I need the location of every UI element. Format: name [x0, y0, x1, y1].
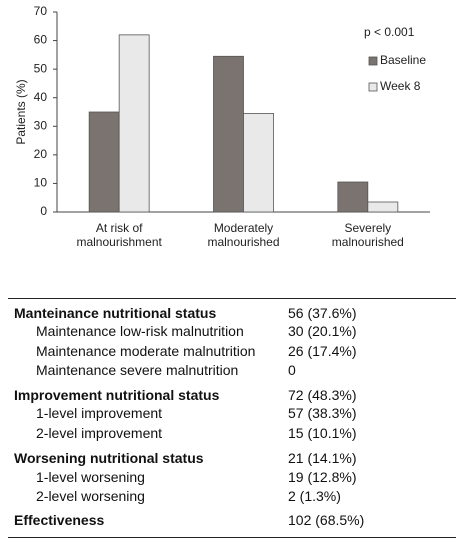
y-tick-label: 30: [34, 118, 48, 132]
section-label: Effectiveness: [14, 512, 105, 528]
annotation: p < 0.001: [364, 25, 415, 39]
table: Manteinance nutritional status 56 (37.6%)…: [8, 298, 456, 538]
value: 21 (14.1%): [288, 450, 357, 466]
bar: [337, 181, 369, 213]
value: 15 (10.1%): [288, 425, 357, 441]
y-tick-label: 20: [34, 147, 48, 161]
value: 30 (20.1%): [288, 323, 357, 339]
section-label: Improvement nutritional status: [14, 387, 220, 403]
item-label: 2-level worsening: [36, 488, 145, 504]
y-tick-label: 50: [34, 61, 48, 75]
bar: [88, 111, 120, 213]
bar: [243, 113, 274, 213]
item-label: 1-level improvement: [36, 405, 163, 421]
bar: [367, 201, 399, 213]
legend-label: Week 8: [380, 79, 421, 93]
value: 0: [288, 362, 296, 378]
item-label: Maintenance severe malnutrition: [36, 362, 239, 378]
value: 57 (38.3%): [288, 405, 357, 421]
value: 56 (37.6%): [288, 305, 357, 321]
x-tick-label: Moderately malnourished: [207, 221, 280, 249]
y-tick-label: 10: [34, 176, 48, 190]
y-tick-label: 0: [40, 204, 47, 218]
value: 102 (68.5%): [288, 512, 365, 528]
section-label: Manteinance nutritional status: [14, 305, 217, 321]
x-tick-label: At risk of malnourishment: [76, 221, 162, 249]
y-axis-label: Patients (%): [14, 79, 28, 144]
y-tick-label: 60: [34, 33, 48, 47]
value: 2 (1.3%): [288, 488, 341, 504]
bar: [213, 55, 244, 213]
x-tick-label: Severely malnourished: [331, 221, 404, 249]
item-label: Maintenance moderate malnutrition: [36, 343, 256, 359]
value: 72 (48.3%): [288, 387, 357, 403]
legend-swatch: [368, 82, 378, 92]
section-label: Worsening nutritional status: [14, 450, 204, 466]
value: 19 (12.8%): [288, 469, 357, 485]
y-tick-label: 70: [34, 4, 48, 18]
y-tick-label: 40: [34, 90, 48, 104]
item-label: 1-level worsening: [36, 469, 145, 485]
chart: Patients (%) p < 0.001 0 10 20 30 40 50 60 70 Ba…: [14, 4, 430, 218]
legend-swatch: [368, 56, 378, 66]
value: 26 (17.4%): [288, 343, 357, 359]
item-label: 2-level improvement: [36, 425, 163, 441]
bar: [118, 34, 150, 213]
item-label: Maintenance low-risk malnutrition: [36, 323, 244, 339]
legend-label: Baseline: [380, 53, 426, 67]
